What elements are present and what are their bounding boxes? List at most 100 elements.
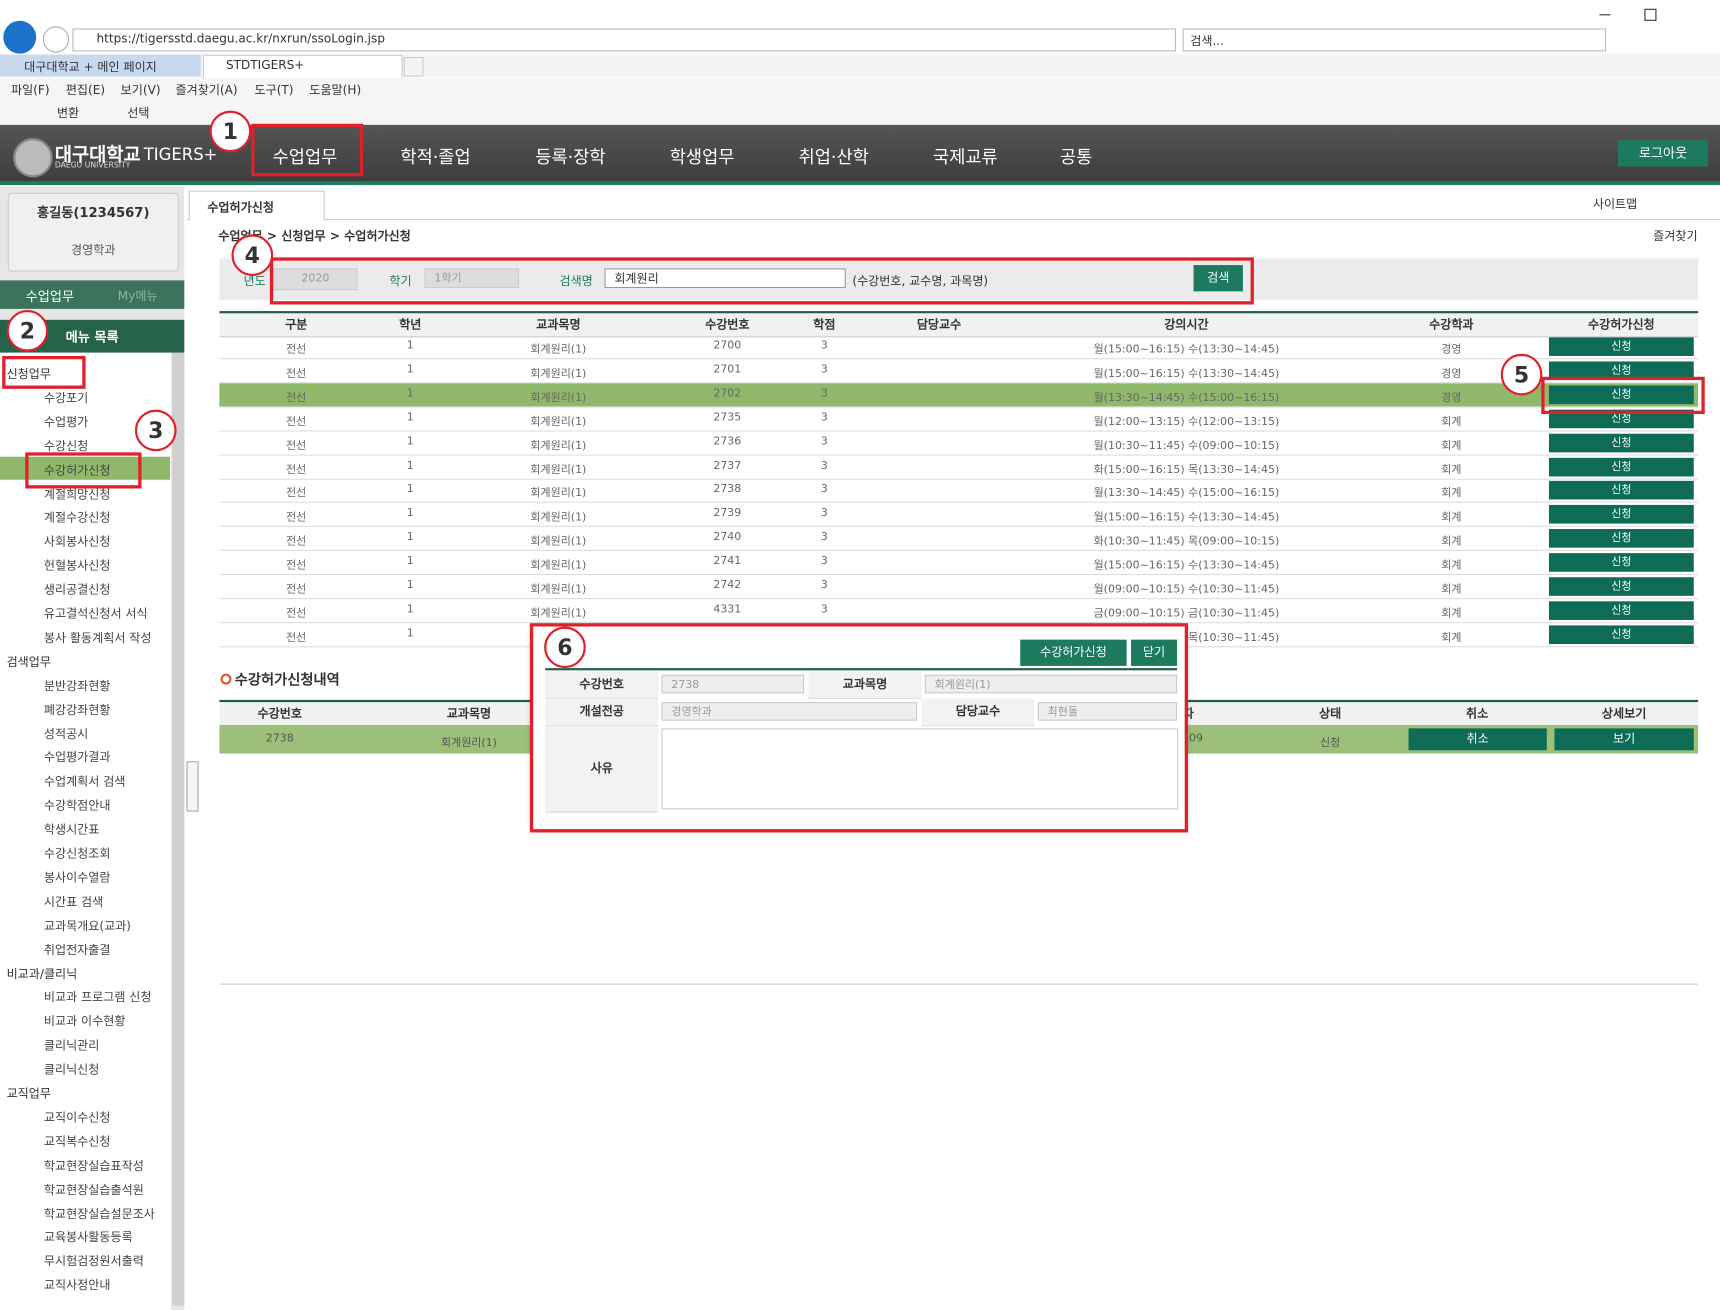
- sitemap[interactable]: 사이트맵: [1592, 197, 1638, 212]
- menu-item[interactable]: 생리공결신청: [43, 582, 111, 598]
- apply-button[interactable]: 신청: [1548, 577, 1694, 596]
- table-row[interactable]: [219, 479, 1699, 504]
- content-tab-title[interactable]: 수업허가신청: [207, 200, 274, 215]
- table-row[interactable]: [219, 407, 1699, 432]
- apply-button[interactable]: 신청: [1548, 601, 1694, 620]
- menu-item[interactable]: 헌혈봉사신청: [43, 558, 111, 574]
- menu-item[interactable]: 파일(F): [10, 83, 50, 98]
- menu-item[interactable]: 비교과 이수현황: [43, 1014, 126, 1029]
- sidebar-tab[interactable]: 수업업무: [25, 289, 75, 305]
- menu-item[interactable]: 성적공시: [43, 726, 89, 741]
- menu-item[interactable]: 클리닉관리: [43, 1038, 100, 1053]
- table-row[interactable]: [219, 455, 1699, 480]
- apply-button[interactable]: 신청: [1548, 337, 1694, 356]
- apply-button[interactable]: 신청: [1548, 553, 1694, 572]
- menu-item[interactable]: 교육봉사활동등록: [43, 1230, 133, 1245]
- tab-inactive[interactable]: [0, 54, 201, 77]
- nav-item[interactable]: 학생업무: [669, 146, 735, 168]
- sidebar-tab[interactable]: My메뉴: [117, 289, 158, 304]
- nav-item[interactable]: 공통: [1059, 146, 1093, 168]
- apply-button[interactable]: 신청: [1548, 529, 1694, 548]
- menu-item[interactable]: 폐강강좌현황: [43, 702, 111, 717]
- field-value[interactable]: 회계원리(1): [924, 674, 1178, 694]
- nav-item[interactable]: 국제교류: [933, 146, 998, 168]
- table-row[interactable]: [219, 599, 1699, 624]
- apply-button[interactable]: 신청: [1548, 361, 1694, 380]
- collapse-handle[interactable]: [186, 761, 199, 812]
- menu-item[interactable]: 수강포기: [43, 390, 89, 406]
- menu-group[interactable]: 비교과/클리닉: [6, 966, 78, 981]
- menu-item[interactable]: 수업계획서 검색: [43, 774, 126, 789]
- table-row[interactable]: [219, 383, 1699, 408]
- detail-button[interactable]: 보기: [1554, 728, 1694, 751]
- menu-item[interactable]: 학생시간표: [43, 822, 100, 837]
- minimize[interactable]: [1599, 14, 1611, 16]
- menu-item[interactable]: 학교현장실습표작성: [43, 1158, 144, 1173]
- reason-textarea[interactable]: [661, 728, 1179, 810]
- cancel-button[interactable]: 취소: [1408, 728, 1547, 751]
- back-button[interactable]: [3, 20, 37, 54]
- apply-button[interactable]: 신청: [1548, 625, 1694, 644]
- forward-button[interactable]: [42, 26, 70, 53]
- menu-item[interactable]: 유고결석신청서 서식: [43, 606, 148, 622]
- content-tab[interactable]: [188, 190, 325, 221]
- scrollbar[interactable]: [172, 352, 185, 1306]
- menu-item[interactable]: 수강신청조회: [43, 846, 111, 861]
- modal-button[interactable]: 수강허가신청: [1020, 639, 1127, 666]
- menu-item[interactable]: 즐겨찾기(A): [175, 83, 238, 98]
- menu-item[interactable]: 취업전자출결: [43, 942, 111, 957]
- menu-group[interactable]: 교직업무: [6, 1086, 51, 1101]
- menu-item[interactable]: 봉사 활동계획서 작성: [43, 630, 152, 646]
- menu-item[interactable]: 수강학점안내: [43, 798, 111, 813]
- apply-button[interactable]: 신청: [1548, 433, 1694, 452]
- menu-item[interactable]: 수강신청: [43, 438, 89, 454]
- menu-group[interactable]: 신청업무: [6, 366, 51, 382]
- apply-button[interactable]: 신청: [1548, 457, 1694, 476]
- menu-item[interactable]: 수업평가결과: [43, 750, 111, 765]
- menu-item[interactable]: 수업평가: [43, 414, 89, 430]
- nav-item[interactable]: 취업·산학: [798, 146, 869, 168]
- tab-active[interactable]: [202, 54, 403, 78]
- menu-item[interactable]: 도구(T): [254, 83, 294, 98]
- menu-item[interactable]: 비교과 프로그램 신청: [43, 990, 152, 1005]
- menu-item[interactable]: 수강허가신청: [43, 462, 111, 478]
- menu-item[interactable]: 보기(V): [120, 83, 161, 98]
- menu-item[interactable]: 봉사이수열람: [43, 870, 111, 885]
- apply-button[interactable]: 신청: [1548, 481, 1694, 500]
- field-value[interactable]: 경영학과: [661, 702, 918, 721]
- menu-group[interactable]: 검색업무: [6, 654, 51, 670]
- tab-title[interactable]: STDTIGERS+: [225, 58, 305, 73]
- menu-item[interactable]: 교직이수신청: [43, 1110, 111, 1125]
- favorites[interactable]: 즐겨찾기: [1653, 228, 1698, 244]
- menu-item[interactable]: 교직사정안내: [43, 1278, 111, 1293]
- modal-button[interactable]: 닫기: [1131, 639, 1178, 666]
- nav-item[interactable]: 수업업무: [272, 146, 338, 168]
- field-value[interactable]: 최현돌: [1037, 702, 1178, 721]
- nav-item[interactable]: 학적·졸업: [400, 146, 471, 168]
- menu-item[interactable]: 학교현장실습출석원: [43, 1182, 144, 1197]
- menu-item[interactable]: 계절수강신청: [43, 510, 111, 526]
- search-bar[interactable]: [1182, 28, 1607, 52]
- toolbar-item[interactable]: 선택: [127, 106, 150, 121]
- table-row[interactable]: [219, 359, 1699, 384]
- nav-item[interactable]: 등록·장학: [535, 146, 606, 168]
- logout-button[interactable]: 로그아웃: [1618, 140, 1709, 167]
- menu-item[interactable]: 교과목개요(교과): [43, 918, 132, 933]
- menu-item[interactable]: 교직복수신청: [43, 1134, 111, 1149]
- menu-item[interactable]: 학교현장실습설문조사: [43, 1206, 155, 1221]
- menu-item[interactable]: 무시험검정원서출력: [43, 1254, 144, 1269]
- menu-item[interactable]: 시간표 검색: [43, 894, 104, 909]
- table-row[interactable]: [219, 575, 1699, 600]
- menu-item[interactable]: 사회봉사신청: [43, 534, 111, 550]
- table-row[interactable]: [219, 431, 1699, 456]
- menu-item[interactable]: 분반강좌현황: [43, 678, 111, 693]
- new-tab[interactable]: [403, 56, 424, 77]
- toolbar-item[interactable]: 변환: [57, 106, 80, 121]
- apply-button[interactable]: 신청: [1548, 505, 1694, 524]
- field-value[interactable]: 2738: [661, 674, 805, 694]
- url-bar[interactable]: [72, 28, 1176, 52]
- term-select[interactable]: 1학기: [424, 268, 519, 289]
- tab-title[interactable]: 대구대학교 + 메인 페이지: [24, 60, 157, 75]
- table-row[interactable]: [219, 551, 1699, 576]
- maximize[interactable]: [1644, 8, 1657, 21]
